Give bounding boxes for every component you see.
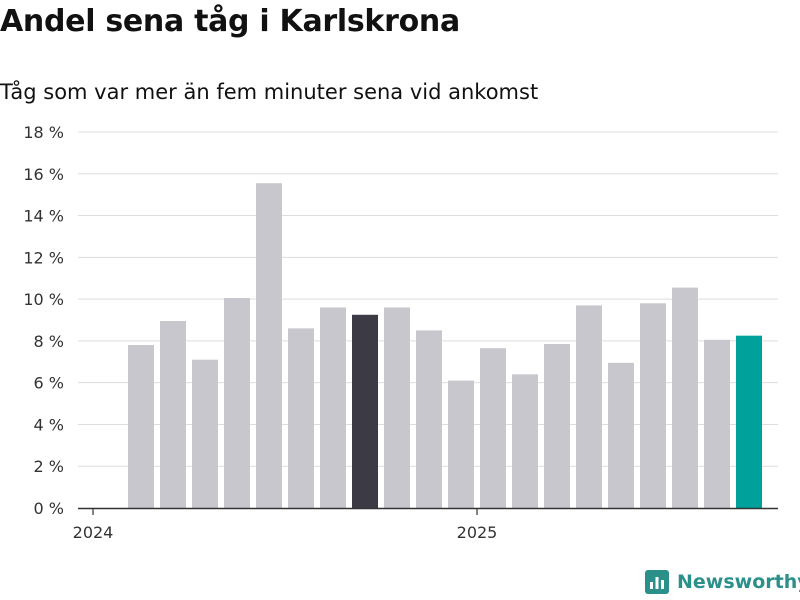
- y-tick-label: 18 %: [23, 123, 64, 142]
- newsworthy-logo: Newsworthy: [645, 570, 800, 594]
- bar: [544, 344, 570, 508]
- bar: [736, 335, 762, 508]
- bar: [416, 330, 442, 508]
- bar: [608, 362, 634, 508]
- x-tick-label: 2024: [73, 523, 114, 542]
- chart-title: Andel sena tåg i Karlskrona: [0, 4, 460, 39]
- x-axis-ticks: 2024 2025: [73, 508, 498, 542]
- bar: [128, 345, 154, 508]
- y-tick-label: 6 %: [34, 374, 64, 393]
- y-tick-label: 16 %: [23, 165, 64, 184]
- bar: [704, 339, 730, 508]
- bars: [128, 183, 762, 508]
- y-axis-ticks: 0 % 2 % 4 % 6 % 8 % 10 % 12 % 14 % 16 % 18 %: [23, 123, 64, 518]
- bar: [512, 374, 538, 508]
- bar: [448, 380, 474, 508]
- bar: [256, 183, 282, 508]
- y-tick-label: 4 %: [34, 415, 64, 434]
- y-tick-label: 10 %: [23, 290, 64, 309]
- brand-name: Newsworthy: [677, 571, 800, 593]
- x-tick-label: 2025: [457, 523, 498, 542]
- y-tick-label: 8 %: [34, 332, 64, 351]
- bar: [672, 287, 698, 508]
- bar: [480, 348, 506, 508]
- bar: [640, 303, 666, 508]
- bar-chart-logo-icon: [645, 570, 669, 594]
- y-tick-label: 14 %: [23, 207, 64, 226]
- chart-subtitle: Tåg som var mer än fem minuter sena vid …: [0, 80, 539, 104]
- bar: [224, 298, 250, 508]
- bar: [192, 359, 218, 508]
- y-tick-label: 12 %: [23, 248, 64, 267]
- y-tick-label: 0 %: [34, 499, 64, 518]
- y-tick-label: 2 %: [34, 457, 64, 476]
- bar: [352, 314, 378, 508]
- bar: [384, 307, 410, 508]
- bar-chart: 0 % 2 % 4 % 6 % 8 % 10 % 12 % 14 % 16 % 18 % 2024…: [23, 123, 778, 542]
- bar: [160, 321, 186, 508]
- bar: [320, 307, 346, 508]
- bar: [288, 328, 314, 508]
- bar: [576, 305, 602, 508]
